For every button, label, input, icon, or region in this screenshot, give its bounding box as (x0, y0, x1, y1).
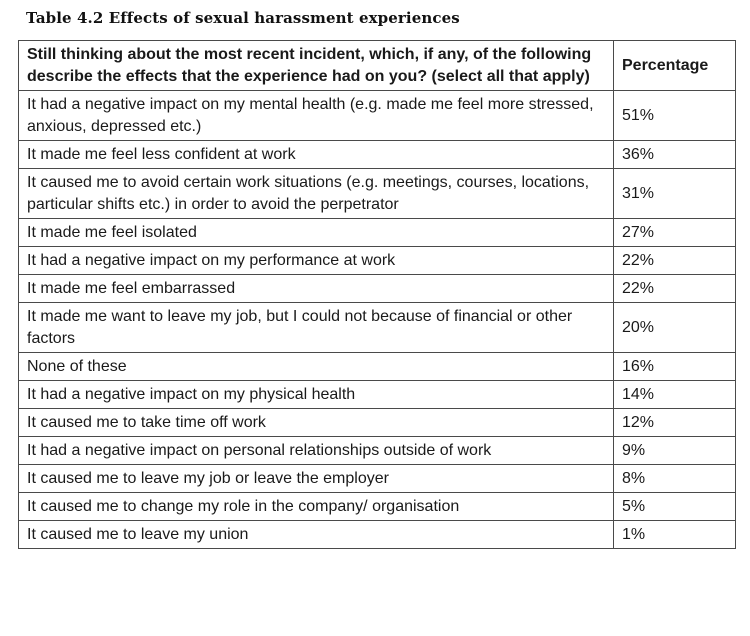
effects-table: Still thinking about the most recent inc… (18, 40, 736, 549)
table-body: It had a negative impact on my mental he… (18, 90, 736, 549)
row-label: It caused me to take time off work (18, 408, 614, 437)
row-percentage: 22% (613, 246, 736, 275)
row-label: It caused me to avoid certain work situa… (18, 168, 614, 219)
row-percentage: 22% (613, 274, 736, 303)
row-percentage: 12% (613, 408, 736, 437)
row-label: It caused me to leave my union (18, 520, 614, 549)
table-row: It caused me to leave my union 1% (18, 520, 736, 549)
row-label: It had a negative impact on my mental he… (18, 90, 614, 141)
table-row: It had a negative impact on my performan… (18, 246, 736, 275)
row-label: It made me feel isolated (18, 218, 614, 247)
row-label: It had a negative impact on personal rel… (18, 436, 614, 465)
table-row: It had a negative impact on my physical … (18, 380, 736, 409)
row-label: It caused me to change my role in the co… (18, 492, 614, 521)
table-row: It caused me to take time off work 12% (18, 408, 736, 437)
header-percentage: Percentage (613, 40, 736, 91)
row-percentage: 51% (613, 90, 736, 141)
table-row: None of these 16% (18, 352, 736, 381)
row-percentage: 20% (613, 302, 736, 353)
row-label: It made me feel embarrassed (18, 274, 614, 303)
table-row: It had a negative impact on my mental he… (18, 90, 736, 141)
table-row: It caused me to avoid certain work situa… (18, 168, 736, 219)
table-row: It made me feel less confident at work 36… (18, 140, 736, 169)
table-caption: Table 4.2 Effects of sexual harassment e… (26, 9, 460, 27)
row-percentage: 16% (613, 352, 736, 381)
row-percentage: 1% (613, 520, 736, 549)
table-header-row: Still thinking about the most recent inc… (18, 40, 736, 91)
table-row: It caused me to leave my job or leave th… (18, 464, 736, 493)
table-row: It made me feel isolated 27% (18, 218, 736, 247)
row-label: It made me feel less confident at work (18, 140, 614, 169)
row-label: It had a negative impact on my performan… (18, 246, 614, 275)
table-row: It had a negative impact on personal rel… (18, 436, 736, 465)
row-percentage: 36% (613, 140, 736, 169)
row-label: It made me want to leave my job, but I c… (18, 302, 614, 353)
row-percentage: 31% (613, 168, 736, 219)
row-percentage: 8% (613, 464, 736, 493)
table-row: It made me feel embarrassed 22% (18, 274, 736, 303)
row-percentage: 14% (613, 380, 736, 409)
header-question: Still thinking about the most recent inc… (18, 40, 614, 91)
table-row: It made me want to leave my job, but I c… (18, 302, 736, 353)
table-row: It caused me to change my role in the co… (18, 492, 736, 521)
row-percentage: 27% (613, 218, 736, 247)
row-label: It caused me to leave my job or leave th… (18, 464, 614, 493)
row-percentage: 5% (613, 492, 736, 521)
row-label: It had a negative impact on my physical … (18, 380, 614, 409)
row-label: None of these (18, 352, 614, 381)
row-percentage: 9% (613, 436, 736, 465)
